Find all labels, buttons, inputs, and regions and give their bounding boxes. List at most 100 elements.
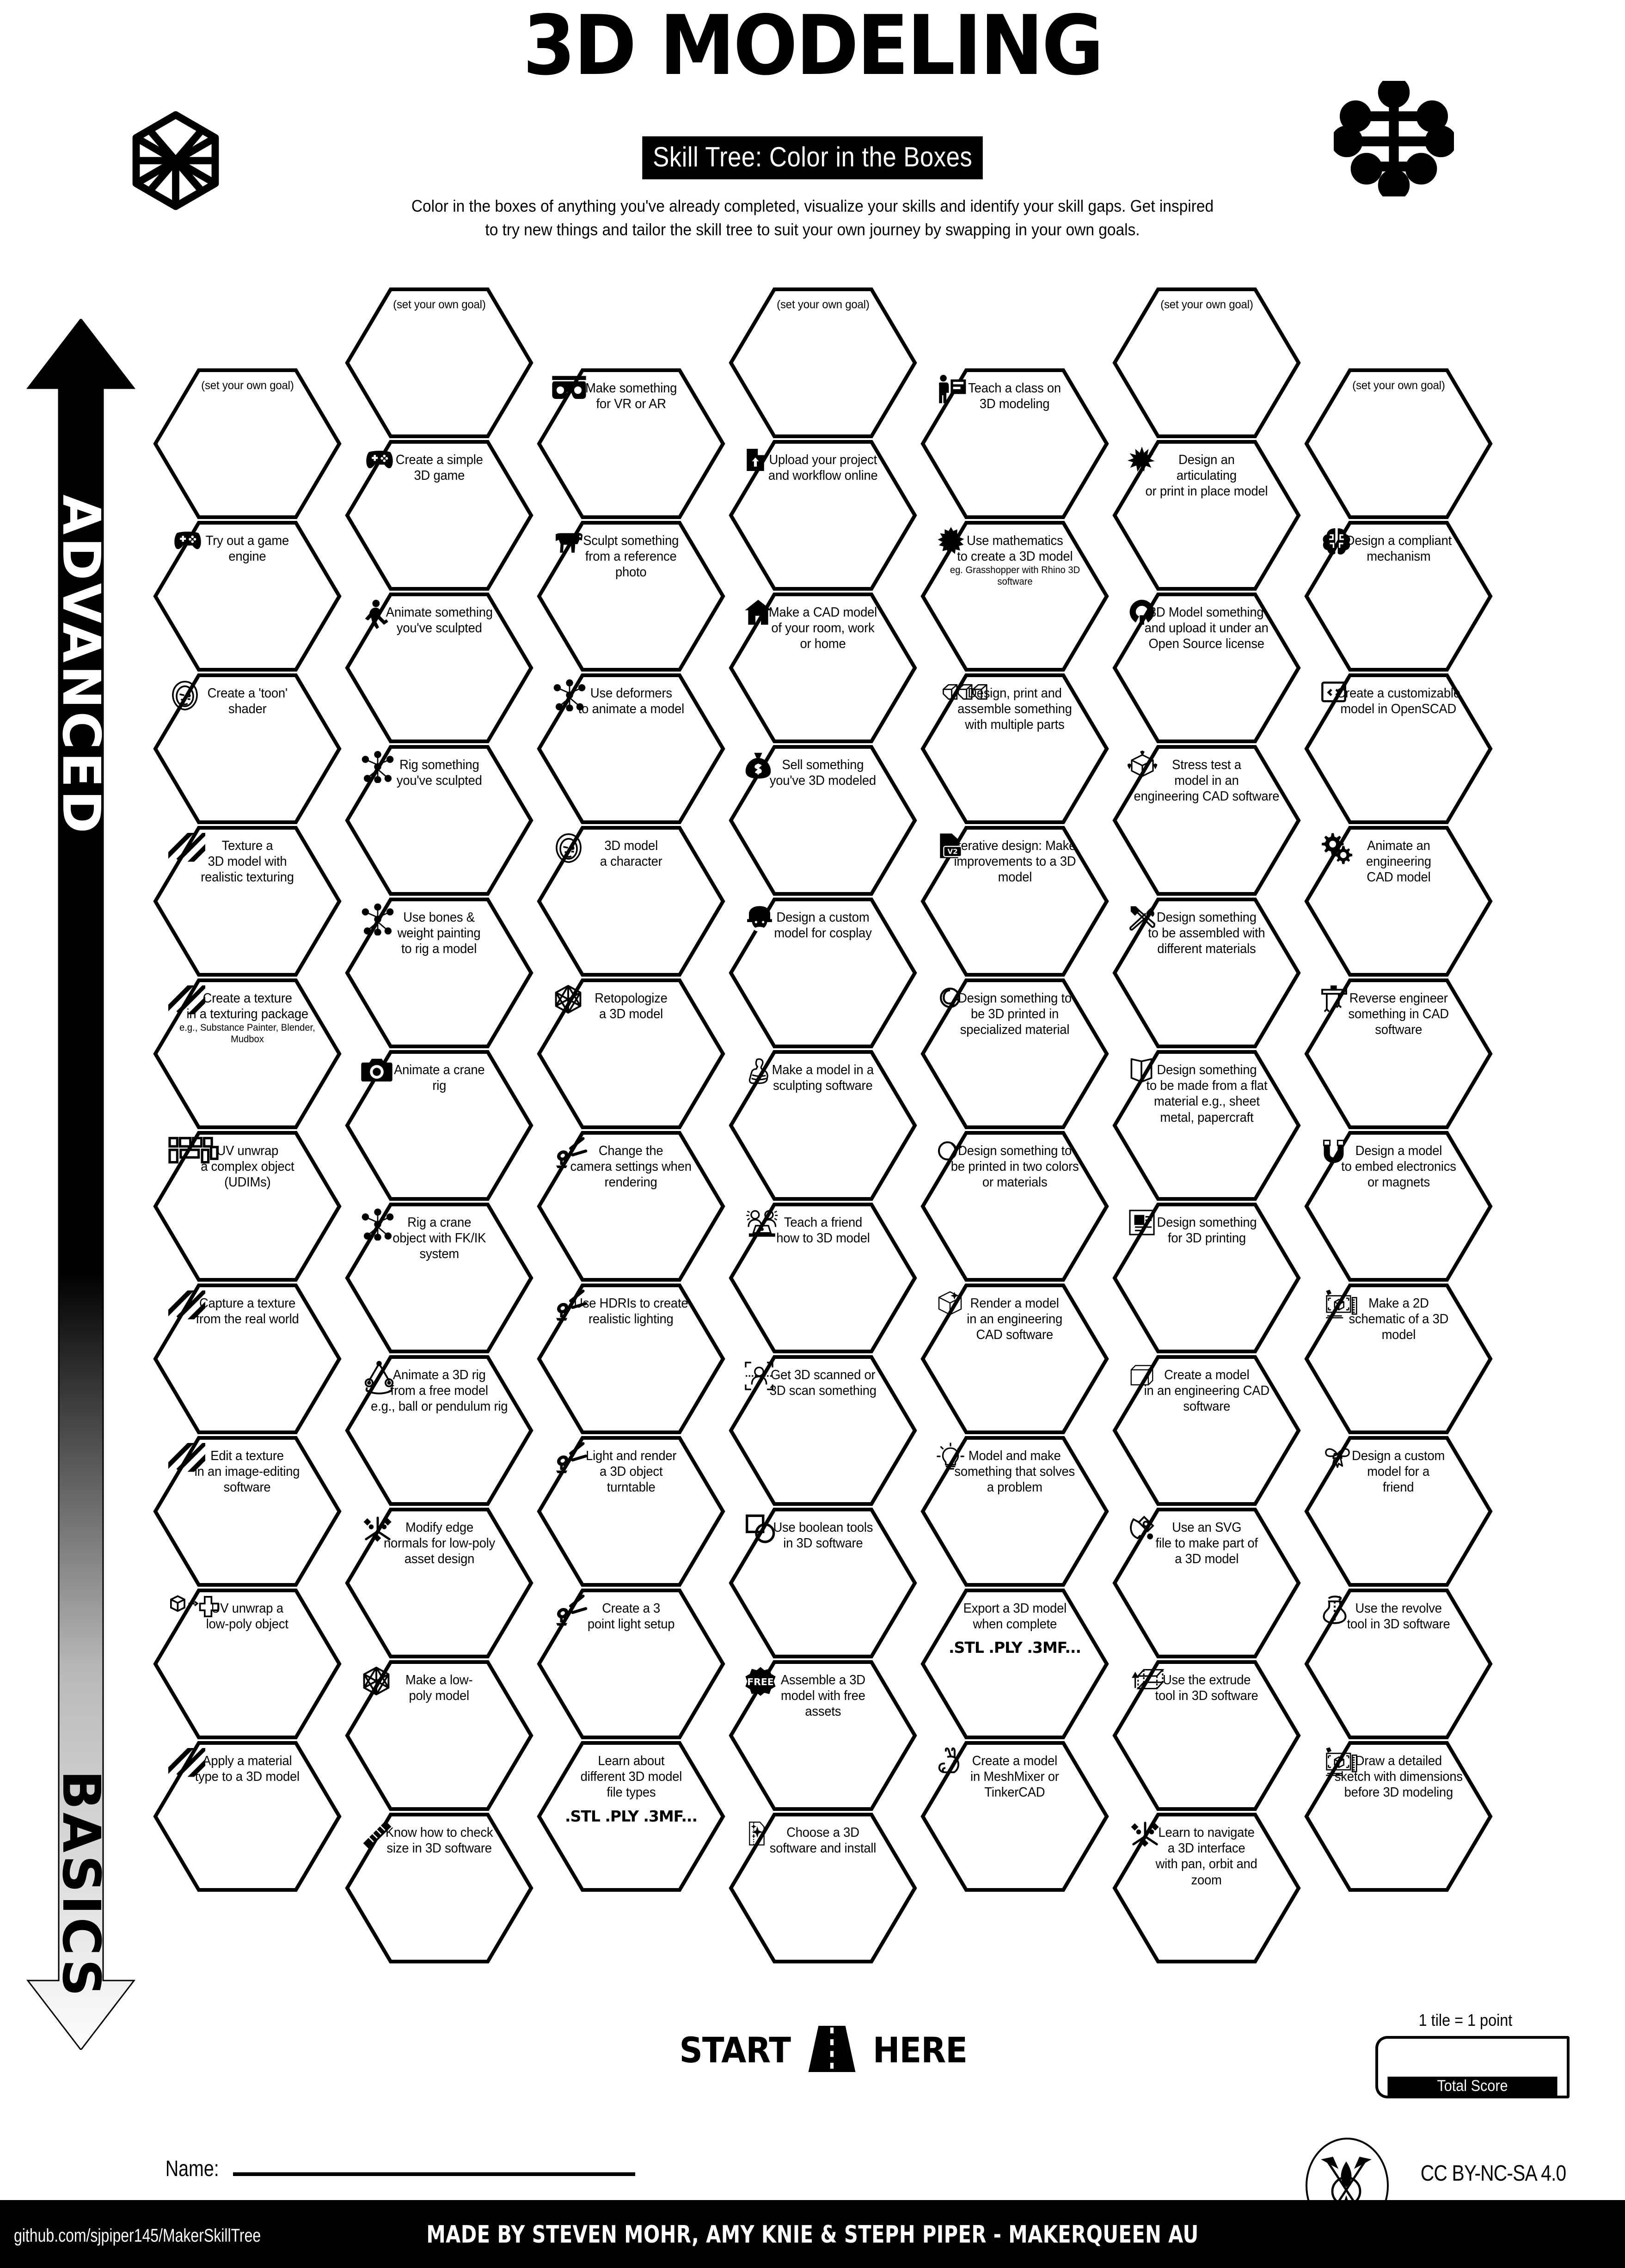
skill-tile[interactable]: Use mathematics to create a 3D model eg. G… <box>920 520 1110 672</box>
skill-tile-label: Create a model in MeshMixer or TinkerCAD <box>970 1754 1059 1800</box>
skill-tile-goal-placeholder: (set your own goal) <box>1352 379 1445 392</box>
skill-tile[interactable]: (set your own goal) <box>1112 287 1301 439</box>
skill-tile[interactable]: 3D model a character <box>536 825 726 978</box>
skill-tile-content: Create a 3 point light setup <box>552 1594 710 1734</box>
skill-tile[interactable]: Rig something you've sculpted <box>344 744 534 897</box>
skill-tile[interactable]: Design something to be assembled with diff… <box>1112 897 1301 1049</box>
skill-tile[interactable]: Choose a 3D software and install <box>728 1812 918 1964</box>
skill-tile-label: Rig something you've sculpted <box>396 758 482 789</box>
skill-tile-content: Create a texture in a texturing package e.… <box>168 984 326 1124</box>
skill-tile[interactable]: Change the camera settings when rendering <box>536 1130 726 1283</box>
skill-tile[interactable]: Learn about different 3D model file types.… <box>536 1740 726 1893</box>
skill-tile[interactable]: Iterative design: Make improvements to a … <box>920 825 1110 978</box>
skill-tile[interactable]: Create a model in an engineering CAD softw… <box>1112 1354 1301 1507</box>
skill-tile[interactable]: Design an articulating or print in place m… <box>1112 439 1301 592</box>
name-input-line[interactable] <box>233 2172 636 2176</box>
total-score-value[interactable] <box>1378 2039 1567 2077</box>
skill-tile[interactable]: Sell something you've 3D modeled <box>728 744 918 897</box>
skill-tile[interactable]: Rig a crane object with FK/IK system <box>344 1202 534 1354</box>
skill-tile-content: UV unwrap a low-poly object <box>168 1594 326 1734</box>
skill-tile[interactable]: Design something to be printed in two col… <box>920 1130 1110 1283</box>
skill-tile[interactable]: 3D Model something and upload it under an… <box>1112 592 1301 744</box>
skill-tile[interactable]: Try out a game engine <box>153 520 342 672</box>
skill-tile[interactable]: Get 3D scanned or 3D scan something <box>728 1354 918 1507</box>
skill-tile[interactable]: UV unwrap a low-poly object <box>153 1588 342 1740</box>
license-text: CC BY-NC-SA 4.0 <box>1420 2161 1566 2186</box>
skill-tile[interactable]: Design something to be 3D printed in speci… <box>920 978 1110 1130</box>
skill-tile[interactable]: Animate a crane rig <box>344 1049 534 1202</box>
skill-tile[interactable]: Stress test a model in an engineering CAD … <box>1112 744 1301 897</box>
skill-tile-content: (set your own goal) <box>168 374 326 514</box>
skill-tile[interactable]: Reverse engineer something in CAD software <box>1304 978 1493 1130</box>
skill-tile[interactable]: (set your own goal) <box>1304 367 1493 520</box>
skill-tile[interactable]: Make a model in a sculpting software <box>728 1049 918 1202</box>
footer-repo-link[interactable]: github.com/sjpiper145/MakerSkillTree <box>14 2225 261 2246</box>
skill-tile[interactable]: Light and render a 3D object turntable <box>536 1435 726 1588</box>
skill-tile[interactable]: Use deformers to animate a model <box>536 672 726 825</box>
skill-tile-label: Design an articulating or print in place m… <box>1145 452 1268 499</box>
skill-tile-content: Apply a material type to a 3D model <box>168 1747 326 1886</box>
skill-tile-content: Design something to be made from a flat ma… <box>1128 1056 1286 1195</box>
skill-tile[interactable]: Render a model in an engineering CAD softw… <box>920 1283 1110 1435</box>
total-score-label: Total Score <box>1387 2077 1558 2096</box>
skill-tile[interactable]: Use boolean tools in 3D software <box>728 1507 918 1659</box>
skill-tile[interactable]: Make something for VR or AR <box>536 367 726 520</box>
skill-tile[interactable]: Edit a texture in an image-editing softwar… <box>153 1435 342 1588</box>
skill-tile[interactable]: Export a 3D model when complete .STL .PLY … <box>920 1588 1110 1740</box>
skill-tile[interactable]: Design a compliant mechanism <box>1304 520 1493 672</box>
skill-tile[interactable]: Teach a class on 3D modeling <box>920 367 1110 520</box>
skill-tile-content: Draw a detailed sketch with dimensions bef… <box>1319 1747 1478 1886</box>
skill-tile[interactable]: Learn to navigate a 3D interface with pan,… <box>1112 1812 1301 1964</box>
skill-tile-label: Design something for 3D printing <box>1157 1215 1257 1246</box>
skill-tile[interactable]: Animate an engineering CAD model <box>1304 825 1493 978</box>
skill-tile[interactable]: Create a texture in a texturing package e.… <box>153 978 342 1130</box>
skill-tile[interactable]: Create a 'toon' shader <box>153 672 342 825</box>
skill-tile[interactable]: (set your own goal) <box>344 287 534 439</box>
skill-tile[interactable]: Retopologize a 3D model <box>536 978 726 1130</box>
skill-tile[interactable]: Create a simple 3D game <box>344 439 534 592</box>
skill-tile-content: Use an SVG file to make part of a 3D model <box>1128 1513 1286 1653</box>
skill-tile[interactable]: Design, print and assemble something with … <box>920 672 1110 825</box>
skill-tile[interactable]: Apply a material type to a 3D model <box>153 1740 342 1893</box>
skill-tile[interactable]: Use the extrude tool in 3D software <box>1112 1659 1301 1812</box>
skill-tile[interactable]: Design something for 3D printing <box>1112 1202 1301 1354</box>
skill-tile[interactable]: Create a 3 point light setup <box>536 1588 726 1740</box>
skill-tile[interactable]: Use the revolve tool in 3D software <box>1304 1588 1493 1740</box>
skill-tile[interactable]: Assemble a 3D model with free assets FREE <box>728 1659 918 1812</box>
skill-tile[interactable]: Design something to be made from a flat ma… <box>1112 1049 1301 1202</box>
skill-tile[interactable]: Create a customizable model in OpenSCAD <box>1304 672 1493 825</box>
skill-tile[interactable]: Upload your project and workflow online <box>728 439 918 592</box>
skill-tile[interactable]: Design a model to embed electronics or mag… <box>1304 1130 1493 1283</box>
page-title: 3D MODELING <box>522 0 1104 93</box>
skill-tile[interactable]: Design a custom model for cosplay <box>728 897 918 1049</box>
skill-tile-content: Use boolean tools in 3D software <box>744 1513 902 1653</box>
skill-tile[interactable]: Make a 2D schematic of a 3D model <box>1304 1283 1493 1435</box>
skill-tile[interactable]: Animate something you've sculpted <box>344 592 534 744</box>
skill-tile[interactable]: Draw a detailed sketch with dimensions bef… <box>1304 1740 1493 1893</box>
skill-tile[interactable]: Animate a 3D rig from a free model e.g., b… <box>344 1354 534 1507</box>
skill-tile-goal-placeholder: (set your own goal) <box>392 298 486 311</box>
skill-tile[interactable]: Make a low-poly model <box>344 1659 534 1812</box>
skill-tile[interactable]: Make a CAD model of your room, work or hom… <box>728 592 918 744</box>
skill-tile[interactable]: Create a model in MeshMixer or TinkerCAD <box>920 1740 1110 1893</box>
skill-tile[interactable]: Texture a 3D model with realistic texturin… <box>153 825 342 978</box>
skill-tile[interactable]: (set your own goal) <box>728 287 918 439</box>
skill-tile-label: Create a 3 point light setup <box>587 1601 675 1632</box>
total-score-box[interactable]: Total Score <box>1375 2036 1570 2098</box>
skill-tile[interactable]: Know how to check size in 3D software <box>344 1812 534 1964</box>
skill-tile[interactable]: Use HDRIs to create realistic lighting <box>536 1283 726 1435</box>
skill-tile[interactable]: UV unwrap a complex object (UDIMs) <box>153 1130 342 1283</box>
name-field[interactable]: Name: <box>159 2156 636 2182</box>
skill-tile-label: Use an SVG file to make part of a 3D model <box>1155 1520 1258 1567</box>
skill-tile[interactable]: (set your own goal) <box>153 367 342 520</box>
skill-tile[interactable]: Sculpt something from a reference photo <box>536 520 726 672</box>
skill-tile[interactable]: Design a custom model for a friend <box>1304 1435 1493 1588</box>
skill-tile[interactable]: Capture a texture from the real world <box>153 1283 342 1435</box>
skill-tile-label: 3D Model something and upload it under an… <box>1144 605 1269 652</box>
skill-tile[interactable]: Modify edge normals for low-poly asset des… <box>344 1507 534 1659</box>
skill-tile[interactable]: Use an SVG file to make part of a 3D model <box>1112 1507 1301 1659</box>
skill-tile[interactable]: Model and make something that solves a pro… <box>920 1435 1110 1588</box>
skill-tile-label: Change the camera settings when rendering <box>570 1143 692 1190</box>
skill-tile[interactable]: Teach a friend how to 3D model <box>728 1202 918 1354</box>
skill-tile[interactable]: Use bones & weight painting to rig a model <box>344 897 534 1049</box>
